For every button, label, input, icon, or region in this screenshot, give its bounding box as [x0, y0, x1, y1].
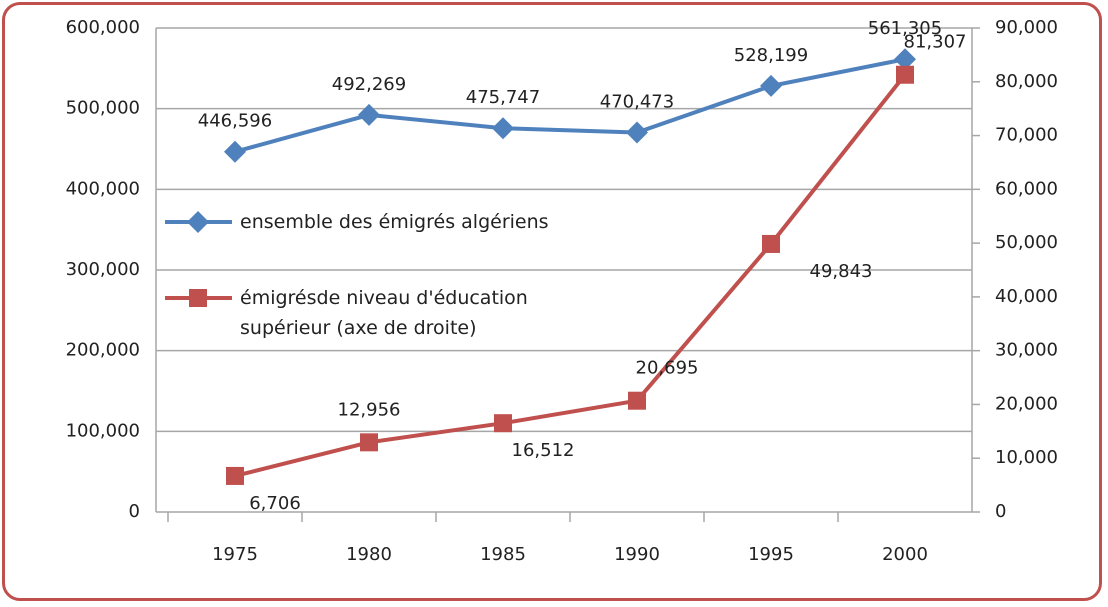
point: [224, 140, 246, 163]
y-tick-label: 200,000: [66, 340, 140, 361]
point: [492, 117, 514, 140]
point: [226, 466, 244, 485]
x-tick-label: 1985: [480, 544, 526, 565]
y2-tick-label: 20,000: [995, 393, 1058, 414]
data-label: 470,473: [600, 91, 674, 112]
y2-tick-label: 80,000: [995, 71, 1058, 92]
point: [494, 414, 512, 433]
y2-tick-label: 50,000: [995, 232, 1058, 253]
y-tick-label: 300,000: [66, 259, 140, 280]
data-label: 16,512: [512, 440, 575, 461]
point: [760, 74, 782, 97]
series-line: [234, 73, 907, 478]
point: [626, 121, 648, 144]
point: [894, 48, 916, 71]
data-label: 12,956: [338, 399, 401, 420]
y2-tick-label: 90,000: [995, 17, 1058, 38]
frame: [2, 2, 1102, 601]
y2-tick-label: 40,000: [995, 286, 1058, 307]
y-tick-label: 400,000: [66, 178, 140, 199]
x-tick-label: 1980: [346, 544, 392, 565]
y2-tick-label: 30,000: [995, 340, 1058, 361]
y2-tick-label: 60,000: [995, 178, 1058, 199]
point: [896, 65, 914, 84]
data-label: 81,307: [904, 32, 967, 53]
data-label: 446,596: [198, 111, 272, 132]
point: [628, 391, 646, 410]
legend-label: ensemble des émigrés algériens: [240, 211, 549, 233]
data-label: 20,695: [636, 358, 699, 379]
point: [358, 103, 380, 126]
data-label: 49,843: [810, 261, 873, 282]
point: [360, 433, 378, 452]
point: [762, 234, 780, 253]
series-line: [234, 57, 906, 154]
y2-tick-label: 0: [995, 501, 1006, 522]
x-tick-label: 1975: [212, 544, 258, 565]
y-tick-label: 500,000: [66, 98, 140, 119]
legend-marker: [189, 289, 207, 307]
x-tick-label: 2000: [882, 544, 928, 565]
y-tick-label: 100,000: [66, 420, 140, 441]
data-label: 475,747: [466, 87, 540, 108]
legend-label: émigrésde niveau d'éducation supérieur (…: [240, 287, 528, 339]
y-tick-label: 0: [129, 501, 140, 522]
data-label: 492,269: [332, 74, 406, 95]
data-label: 528,199: [734, 45, 808, 66]
x-tick-label: 1990: [614, 544, 660, 565]
legend-marker: [187, 211, 209, 233]
y2-tick-label: 70,000: [995, 125, 1058, 146]
x-tick-label: 1995: [748, 544, 794, 565]
y-tick-label: 600,000: [66, 17, 140, 38]
y2-tick-label: 10,000: [995, 447, 1058, 468]
data-label: 561,305: [868, 18, 942, 39]
data-label: 6,706: [249, 493, 301, 514]
